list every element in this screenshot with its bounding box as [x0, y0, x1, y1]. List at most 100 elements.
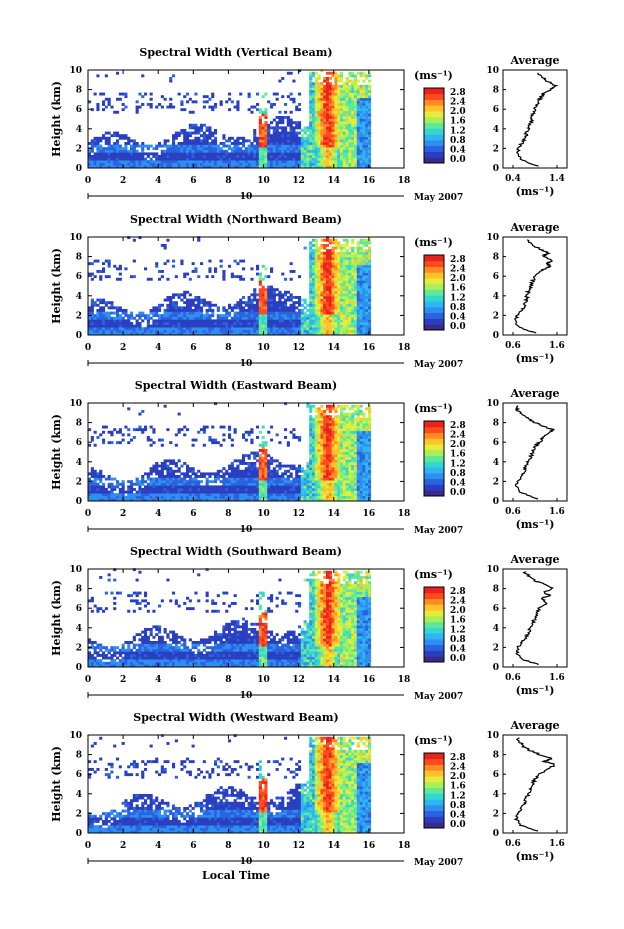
heatmap-cell	[331, 105, 335, 109]
heatmap-cell	[236, 324, 240, 328]
heatmap-cell	[107, 162, 111, 166]
heatmap-cell	[253, 454, 257, 458]
heatmap-cell	[183, 327, 187, 331]
heatmap-cell	[348, 322, 352, 325]
heatmap-cell	[281, 293, 285, 297]
heatmap-cell	[314, 316, 318, 320]
heatmap-cell	[205, 149, 209, 153]
heatmap-cell	[247, 477, 251, 481]
heatmap-cell	[314, 314, 318, 318]
heatmap-cell	[138, 480, 142, 484]
heatmap-cell	[323, 84, 327, 88]
heatmap-cell	[314, 147, 318, 151]
heatmap-cell	[342, 327, 346, 331]
heatmap-cell	[93, 480, 97, 484]
heatmap-cell	[320, 272, 324, 276]
heatmap-cell	[267, 160, 271, 164]
heatmap-cell	[158, 162, 162, 166]
heatmap-cell	[284, 485, 288, 489]
profile-title: Average	[509, 54, 559, 67]
heatmap-cell	[169, 149, 173, 153]
heatmap-cell	[295, 319, 299, 323]
heatmap-cell	[365, 155, 369, 158]
heatmap-cell	[261, 152, 265, 156]
heatmap-cell	[172, 160, 176, 164]
heatmap-cell	[312, 316, 316, 320]
heatmap-cell	[328, 259, 332, 263]
heatmap-cell	[348, 306, 352, 310]
heatmap-cell	[365, 290, 369, 294]
heatmap-cell	[331, 155, 335, 158]
heatmap-cell	[158, 332, 162, 336]
heatmap-cell	[110, 498, 114, 502]
heatmap-cell	[191, 160, 195, 164]
heatmap-cell	[270, 425, 274, 429]
y-tick-label: 4	[76, 125, 82, 135]
heatmap-cell	[365, 322, 369, 325]
heatmap-cell	[326, 108, 330, 112]
heatmap-cell	[219, 103, 223, 106]
heatmap-cell	[314, 100, 318, 104]
heatmap-cell	[365, 105, 369, 109]
heatmap-cell	[292, 314, 296, 318]
heatmap-cell	[365, 272, 369, 276]
heatmap-cell	[247, 485, 251, 489]
heatmap-cell	[88, 482, 92, 486]
heatmap-cell	[292, 327, 296, 331]
heatmap-cell	[340, 121, 344, 125]
heatmap-cell	[292, 316, 296, 320]
heatmap-cell	[155, 480, 159, 484]
heatmap-cell	[286, 493, 290, 497]
heatmap-cell	[188, 162, 192, 166]
heatmap-cell	[219, 264, 223, 268]
heatmap-cell	[326, 136, 330, 140]
colorbar-segment	[424, 128, 444, 135]
heatmap-cell	[278, 147, 282, 151]
heatmap-cell	[191, 443, 195, 447]
heatmap-cell	[228, 467, 232, 471]
heatmap-cell	[225, 322, 229, 325]
heatmap-cell	[326, 71, 330, 75]
heatmap-cell	[323, 246, 327, 250]
heatmap-cell	[331, 311, 335, 315]
heatmap-cell	[160, 155, 164, 158]
heatmap-cell	[169, 147, 173, 151]
heatmap-cell	[228, 433, 232, 437]
heatmap-cell	[320, 152, 324, 156]
heatmap-cell	[202, 329, 206, 333]
heatmap-cell	[331, 329, 335, 333]
heatmap-cell	[146, 482, 150, 486]
heatmap-cell	[253, 498, 257, 502]
heatmap-cell	[172, 157, 176, 161]
heatmap-cell	[309, 319, 313, 323]
heatmap-cell	[300, 152, 304, 156]
heatmap-cell	[216, 147, 220, 151]
heatmap-cell	[326, 296, 330, 299]
heatmap-cell	[258, 316, 262, 320]
heatmap-cell	[155, 264, 159, 268]
heatmap-cell	[289, 121, 293, 125]
heatmap-cell	[331, 272, 335, 276]
heatmap-cell	[312, 324, 316, 328]
heatmap-cell	[110, 324, 114, 328]
heatmap-cell	[309, 97, 313, 101]
heatmap-cell	[289, 498, 293, 502]
heatmap-cell	[214, 472, 218, 476]
heatmap-cell	[88, 332, 92, 336]
heatmap-cell	[250, 293, 254, 297]
heatmap-cell	[292, 482, 296, 486]
heatmap-cell	[230, 485, 234, 489]
heatmap-cell	[320, 311, 324, 315]
heatmap-cell	[102, 155, 106, 158]
heatmap-cell	[216, 152, 220, 156]
heatmap-cell	[267, 139, 271, 143]
heatmap-cell	[202, 105, 206, 109]
heatmap-cell	[149, 103, 153, 106]
heatmap-cell	[96, 482, 100, 486]
heatmap-cell	[163, 316, 167, 320]
heatmap-cell	[351, 257, 355, 260]
heatmap-cell	[152, 469, 156, 473]
heatmap-cell	[368, 131, 372, 135]
heatmap-cell	[236, 314, 240, 318]
heatmap-cell	[345, 244, 349, 247]
